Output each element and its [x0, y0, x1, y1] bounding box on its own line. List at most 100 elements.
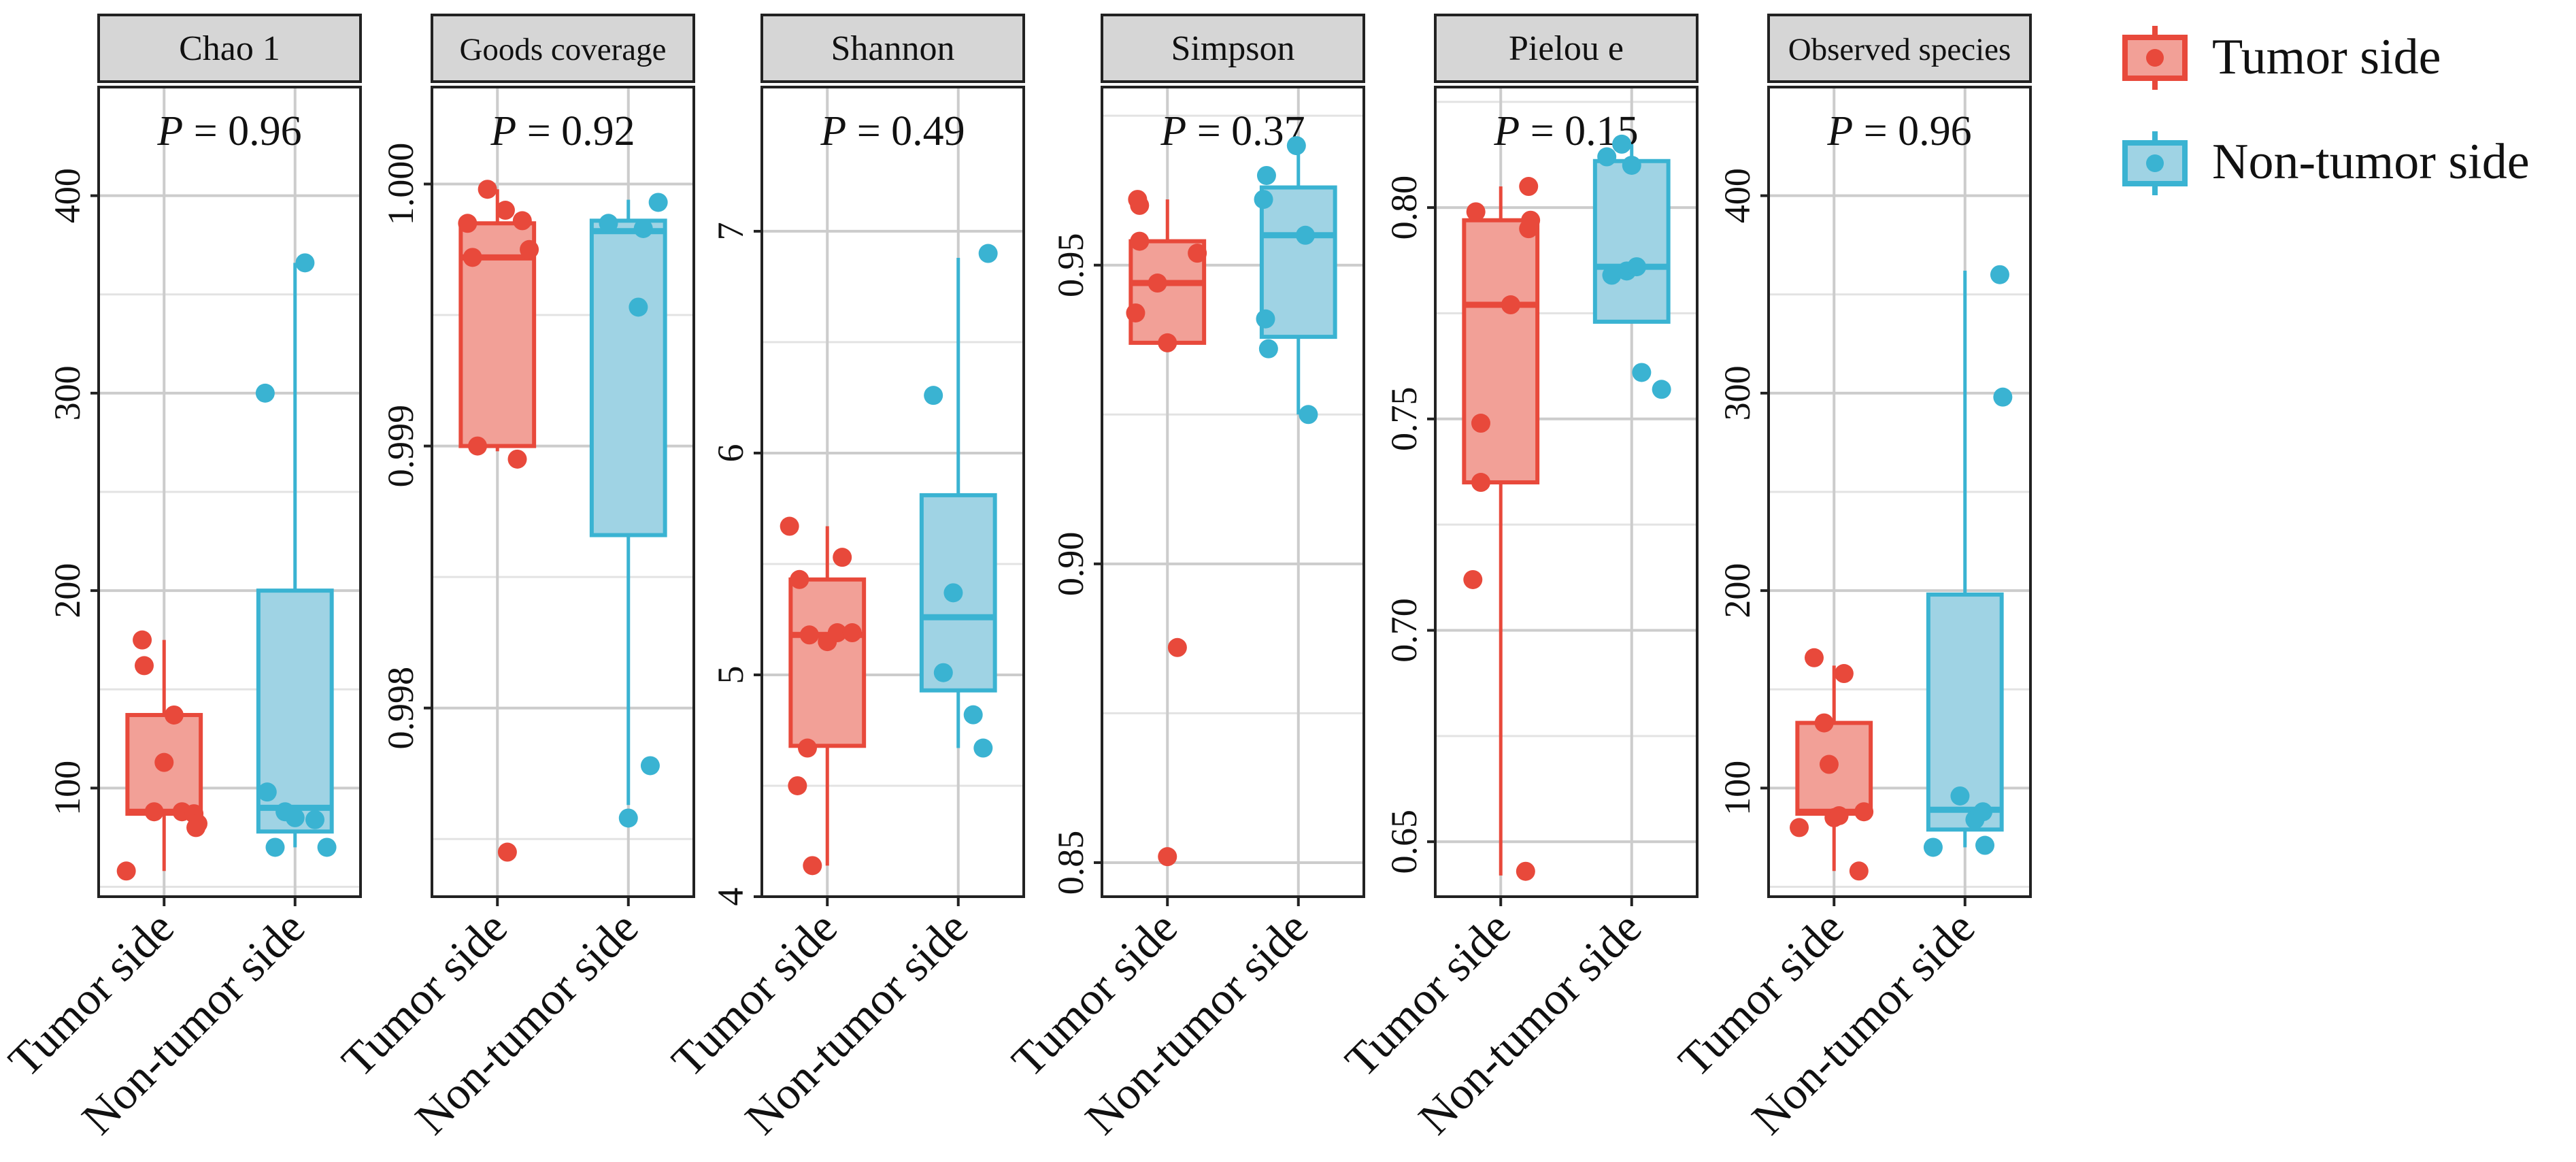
- legend: Tumor side Non-tumor side: [2122, 26, 2530, 195]
- data-point: [1923, 837, 1943, 857]
- box: [1592, 159, 1671, 324]
- series-non-tumor-side: [1923, 265, 2013, 857]
- series-non-tumor-side: [255, 253, 337, 857]
- panel-strip-observed-species: [1767, 14, 2032, 83]
- data-point: [933, 663, 953, 682]
- data-point: [1126, 303, 1145, 322]
- panel-title-simpson: Simpson: [1171, 29, 1294, 68]
- series-non-tumor-side: [589, 193, 668, 828]
- p-value-annotation: P = 0.37: [1160, 108, 1305, 154]
- data-point: [1790, 818, 1809, 837]
- data-point: [1130, 231, 1150, 251]
- data-point: [1834, 664, 1854, 684]
- plot-frame: [1767, 86, 2032, 898]
- p-value-annotation: P = 0.96: [156, 108, 301, 154]
- p-value-symbol: P: [1826, 108, 1853, 154]
- data-point: [1463, 569, 1483, 589]
- data-point: [1299, 405, 1318, 425]
- data-point: [295, 253, 315, 273]
- series-tumor-side: [1126, 190, 1207, 867]
- data-point: [265, 837, 285, 857]
- data-point: [478, 180, 497, 199]
- data-point: [164, 705, 184, 725]
- box: [589, 218, 667, 537]
- panel-strip-chao-1: [97, 14, 362, 83]
- data-point: [1612, 134, 1632, 154]
- series-non-tumor-side: [1254, 136, 1337, 425]
- x-tick-label: Non-tumor side: [405, 901, 648, 1144]
- panel-title-goods-coverage: Goods coverage: [459, 32, 666, 67]
- y-tick-label: 0.65: [1384, 810, 1424, 874]
- data-point: [1254, 190, 1273, 210]
- y-tick-label: 0.75: [1384, 387, 1424, 452]
- data-point: [827, 623, 847, 643]
- data-point: [1130, 195, 1150, 215]
- data-point: [154, 752, 174, 772]
- data-point: [1622, 155, 1641, 175]
- panel-title-chao-1: Chao 1: [179, 29, 280, 68]
- series-tumor-side: [1790, 648, 1874, 881]
- data-point: [1804, 648, 1824, 667]
- data-point: [116, 861, 136, 881]
- data-point: [1849, 861, 1869, 881]
- data-point: [1471, 414, 1490, 433]
- data-point: [133, 630, 152, 650]
- data-point: [1814, 713, 1834, 733]
- p-value-symbol: P: [156, 108, 183, 154]
- data-point: [1516, 861, 1535, 881]
- data-point: [842, 623, 862, 643]
- data-point: [1819, 754, 1839, 774]
- data-point: [144, 802, 164, 822]
- data-point: [1167, 637, 1187, 657]
- y-tick-label: 1.000: [380, 143, 421, 226]
- box: [1128, 239, 1207, 345]
- y-tick-label: 200: [1717, 563, 1758, 618]
- panel-strip-shannon: [760, 14, 1025, 83]
- data-point: [1950, 786, 1970, 806]
- p-value-symbol: P: [1493, 108, 1520, 154]
- p-value-number: = 0.96: [1853, 108, 1971, 154]
- p-value-symbol: P: [820, 108, 846, 154]
- y-tick-label: 300: [1717, 365, 1758, 420]
- data-point: [1652, 380, 1671, 399]
- data-point: [1627, 257, 1647, 277]
- data-point: [924, 386, 943, 405]
- y-tick-label: 400: [47, 168, 88, 223]
- data-point: [1256, 165, 1276, 185]
- data-point: [803, 856, 822, 876]
- data-point: [780, 516, 799, 536]
- data-point: [1466, 202, 1486, 222]
- data-point: [788, 776, 807, 795]
- y-tick-label: 4: [710, 888, 751, 906]
- panel-title-observed-species: Observed species: [1788, 32, 2011, 67]
- x-tick-label: Non-tumor side: [1408, 901, 1651, 1144]
- p-value-symbol: P: [490, 108, 516, 154]
- data-point: [1975, 835, 1995, 855]
- data-point: [520, 239, 539, 259]
- data-point: [797, 738, 817, 758]
- y-tick-label: 5: [710, 665, 751, 684]
- box: [788, 577, 867, 748]
- x-tick-label: Non-tumor side: [735, 901, 977, 1144]
- plot-frame: [431, 86, 695, 898]
- data-point: [1256, 309, 1275, 329]
- data-point: [1158, 847, 1177, 867]
- data-point: [1295, 225, 1315, 245]
- p-value-symbol: P: [1160, 108, 1186, 154]
- y-tick-label: 200: [47, 563, 88, 618]
- p-value-number: = 0.37: [1186, 108, 1305, 154]
- box: [1462, 218, 1540, 485]
- y-tick-label: 0.998: [380, 667, 421, 750]
- data-point: [1973, 802, 1993, 822]
- data-point: [463, 248, 482, 267]
- p-value-number: = 0.96: [183, 108, 301, 154]
- data-point: [1602, 265, 1622, 285]
- data-point: [1519, 219, 1539, 239]
- p-value-annotation: P = 0.92: [490, 108, 635, 154]
- data-point: [1158, 333, 1177, 352]
- legend-tumor-point: [2146, 49, 2164, 67]
- y-tick-label: 6: [710, 444, 751, 462]
- y-tick-label: 0.95: [1050, 233, 1091, 297]
